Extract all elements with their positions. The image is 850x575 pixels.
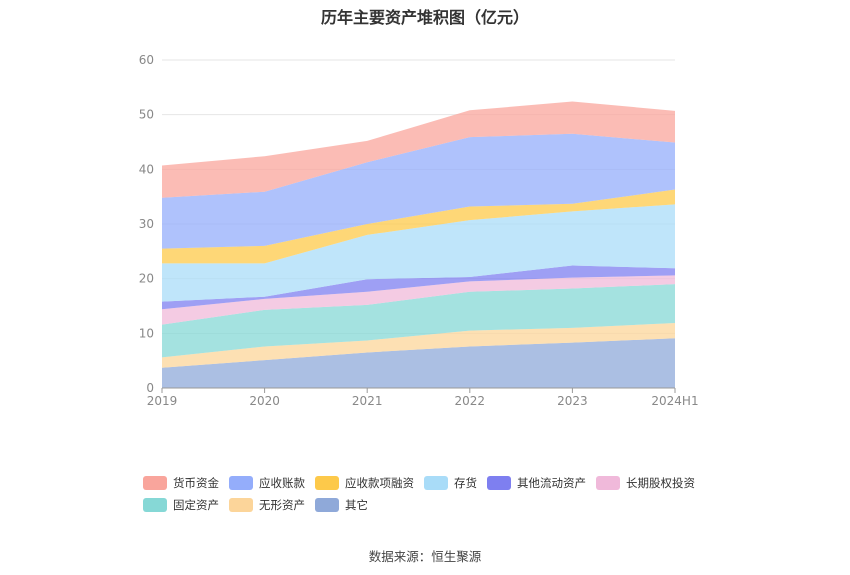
legend-label: 无形资产 — [259, 498, 305, 512]
legend-item[interactable]: 其它 — [315, 494, 368, 516]
x-tick-label: 2019 — [147, 394, 178, 408]
legend-label: 应收款项融资 — [345, 476, 414, 490]
y-tick-label: 60 — [139, 53, 154, 67]
legend-swatch — [229, 476, 253, 490]
chart-legend: 货币资金 应收账款 应收款项融资 存货 其他流动资产 长期股权投资固定资产 无形资产 其它 — [143, 472, 743, 516]
area-series-应收款项融资 — [162, 189, 675, 264]
chart-title: 历年主要资产堆积图（亿元） — [320, 8, 529, 27]
legend-swatch — [143, 498, 167, 512]
data-source: 数据来源：恒生聚源 — [368, 549, 482, 564]
legend-item[interactable]: 固定资产 — [143, 494, 219, 516]
y-tick-label: 20 — [139, 272, 154, 286]
legend-item[interactable]: 应收账款 — [229, 472, 305, 494]
legend-swatch — [143, 476, 167, 490]
legend-label: 应收账款 — [259, 476, 305, 490]
y-tick-label: 40 — [139, 162, 154, 176]
legend-swatch — [229, 498, 253, 512]
legend-item[interactable]: 应收款项融资 — [315, 472, 414, 494]
legend-label: 长期股权投资 — [626, 476, 695, 490]
legend-item[interactable]: 存货 — [424, 472, 477, 494]
legend-label: 其他流动资产 — [517, 476, 586, 490]
area-series-应收账款 — [162, 133, 675, 249]
legend-label: 固定资产 — [173, 498, 219, 512]
stacked-area-chart: 0 10 20 30 40 50 60 2019 2020 2021 2022 2023 2024H1 — [139, 53, 699, 408]
legend-item[interactable]: 货币资金 — [143, 472, 219, 494]
y-tick-label: 0 — [146, 381, 154, 395]
x-tick-label: 2022 — [455, 394, 486, 408]
y-tick-label: 30 — [139, 217, 154, 231]
legend-item[interactable]: 其他流动资产 — [487, 472, 586, 494]
legend-swatch — [487, 476, 511, 490]
area-series-其它 — [162, 338, 675, 388]
legend-item[interactable]: 长期股权投资 — [596, 472, 695, 494]
legend-label: 货币资金 — [173, 476, 219, 490]
legend-swatch — [424, 476, 448, 490]
legend-swatch — [315, 476, 339, 490]
area-series-货币资金 — [162, 101, 675, 198]
y-tick-label: 10 — [139, 326, 154, 340]
area-series-其他流动资产 — [162, 265, 675, 310]
legend-item[interactable]: 无形资产 — [229, 494, 305, 516]
area-series-长期股权投资 — [162, 275, 675, 325]
legend-label: 其它 — [345, 498, 368, 512]
legend-swatch — [315, 498, 339, 512]
x-tick-label: 2020 — [249, 394, 280, 408]
x-tick-label: 2023 — [557, 394, 588, 408]
area-series-存货 — [162, 204, 675, 302]
legend-label: 存货 — [454, 476, 477, 490]
y-tick-label: 50 — [139, 108, 154, 122]
legend-swatch — [596, 476, 620, 490]
x-tick-label: 2024H1 — [651, 394, 698, 408]
area-series-无形资产 — [162, 322, 675, 368]
area-series-固定资产 — [162, 284, 675, 358]
x-tick-label: 2021 — [352, 394, 383, 408]
